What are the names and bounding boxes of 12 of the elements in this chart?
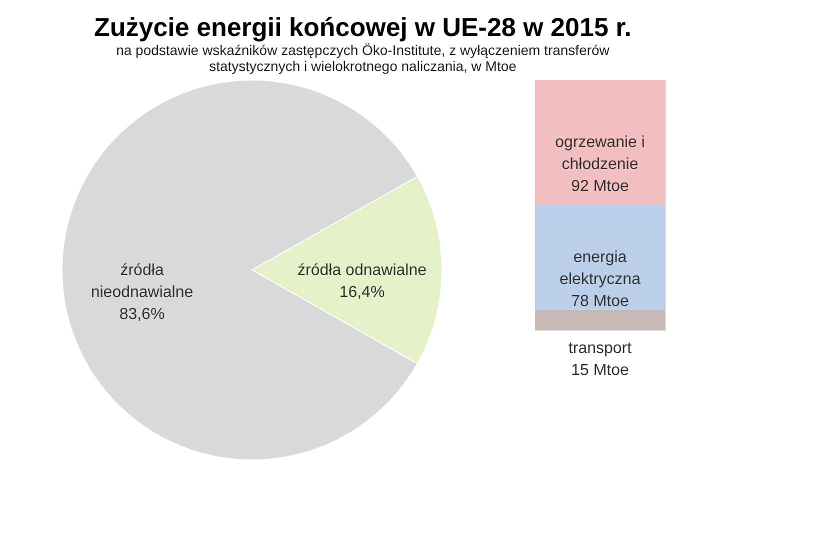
data-label: 78 Mtoe	[571, 293, 630, 310]
data-label: 83,6%	[119, 306, 165, 323]
series-label: transport	[568, 340, 632, 357]
chart-subtitle: na podstawie wskaźników zastępczych Öko-Institute, z wyłączeniem transferów statystycznych i wielokrotnego naliczania, w Mtoe	[116, 42, 610, 74]
series-label: energia elektryczna	[560, 249, 641, 288]
data-label: 92 Mtoe	[571, 178, 630, 196]
slice-label: źródła nieodnawialne	[90, 262, 194, 301]
series-label: ogrzewanie i chłodzenie	[555, 134, 645, 174]
data-label: 16,4%	[339, 284, 385, 301]
data-label: 15 Mtoe	[571, 362, 630, 379]
slice-label: źródła odnawialne	[298, 262, 427, 279]
chart-title: Zużycie energii końcowej w UE-28 w 2015 r.	[94, 12, 632, 42]
